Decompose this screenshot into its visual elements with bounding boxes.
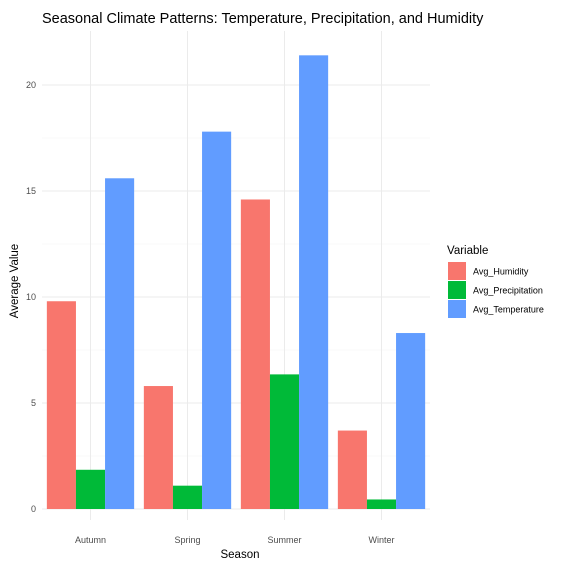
bar-avg-temperature — [105, 178, 135, 509]
bar-avg-precipitation — [172, 485, 203, 509]
y-tick-label: 5 — [31, 398, 36, 408]
bar-avg-precipitation — [366, 499, 397, 509]
legend-label: Avg_Precipitation — [473, 286, 543, 296]
bar-avg-temperature — [202, 131, 232, 509]
bar-avg-humidity — [143, 386, 173, 509]
x-tick-label: Autumn — [75, 535, 106, 545]
x-tick-label: Spring — [174, 535, 200, 545]
legend-key — [448, 300, 466, 318]
x-axis-ticks: Autumn Spring Summer Winter — [75, 535, 395, 545]
chart-title: Seasonal Climate Patterns: Temperature, … — [42, 11, 484, 27]
y-tick-label: 10 — [26, 292, 36, 302]
legend-key — [448, 281, 466, 299]
x-tick-label: Summer — [267, 535, 301, 545]
legend-label: Avg_Temperature — [473, 305, 544, 315]
legend-label: Avg_Humidity — [473, 267, 529, 277]
bars — [46, 55, 426, 510]
bar-avg-humidity — [337, 430, 367, 509]
plot-area: 0 5 10 15 20 Autumn Spring Summer Winter — [26, 31, 430, 545]
legend: Variable Avg_Humidity Avg_Precipitation Av… — [447, 245, 544, 318]
bar-avg-temperature — [299, 55, 329, 509]
y-tick-label: 20 — [26, 80, 36, 90]
bar-avg-humidity — [240, 199, 270, 510]
bar-avg-precipitation — [75, 469, 106, 509]
bar-avg-humidity — [46, 301, 76, 509]
grid-lines — [42, 31, 430, 520]
x-tick-label: Winter — [368, 535, 394, 545]
y-axis-ticks: 0 5 10 15 20 — [26, 80, 36, 514]
legend-key — [448, 262, 466, 280]
bar-avg-precipitation — [269, 374, 300, 509]
bar-avg-temperature — [396, 333, 426, 509]
x-axis-title: Season — [220, 549, 259, 561]
y-tick-label: 0 — [31, 504, 36, 514]
y-axis-title: Average Value — [9, 244, 21, 318]
legend-title: Variable — [447, 245, 488, 257]
y-tick-label: 15 — [26, 186, 36, 196]
